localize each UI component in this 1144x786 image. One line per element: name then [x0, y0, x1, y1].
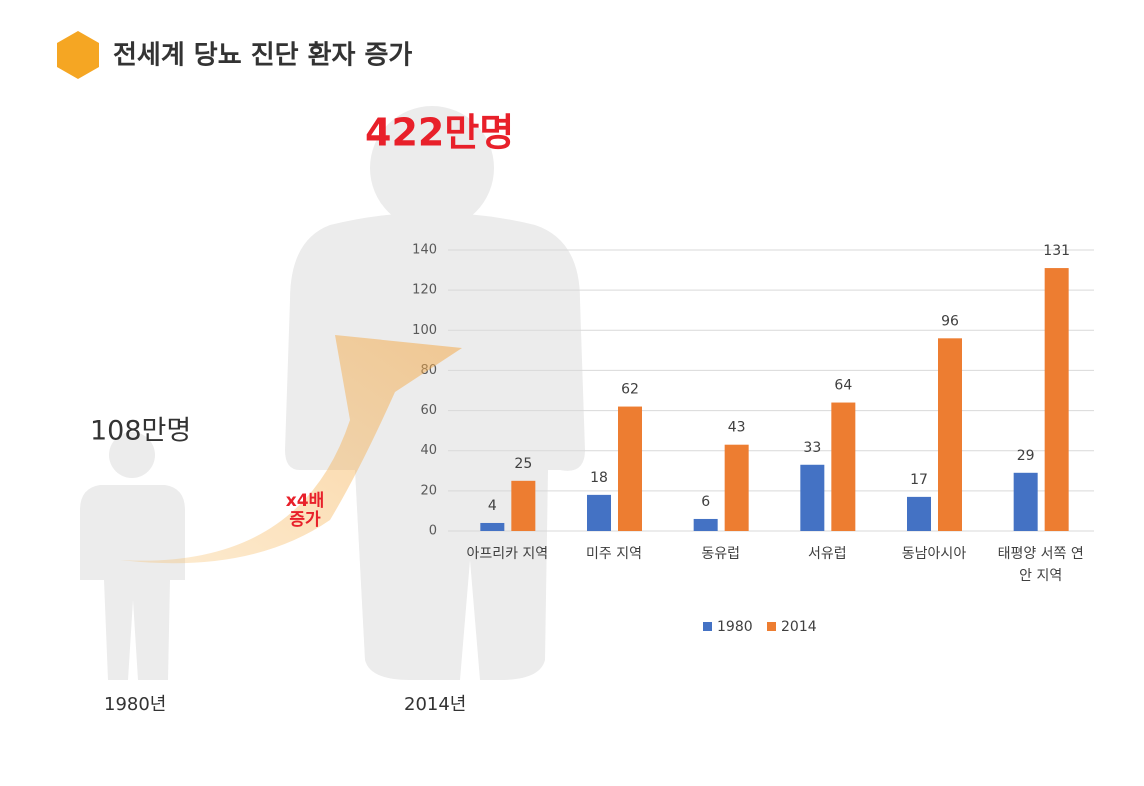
value-label: 96	[941, 313, 959, 329]
y-tick-label: 120	[412, 283, 437, 298]
value-label: 25	[514, 456, 532, 472]
bar	[907, 496, 931, 531]
value-label: 131	[1043, 243, 1070, 259]
value-label: 6	[701, 494, 710, 510]
value-label: 18	[590, 470, 608, 486]
bar	[938, 338, 962, 531]
y-tick-label: 100	[412, 323, 437, 338]
bar	[693, 518, 718, 531]
bar	[1013, 472, 1038, 531]
x-tick-label: 동유럽	[701, 546, 740, 562]
x-tick-label: 태평양 서쪽 연안 지역	[997, 546, 1084, 584]
bar	[480, 522, 505, 531]
growth-label: x4배 증가	[285, 491, 325, 530]
bar	[511, 480, 536, 531]
x-tick-label: 아프리카 지역	[466, 546, 549, 562]
y-tick-label: 0	[429, 524, 437, 539]
y-tick-label: 20	[420, 483, 437, 498]
value-label: 64	[834, 378, 852, 394]
bar	[618, 406, 642, 531]
bar	[724, 444, 749, 531]
year-label: 2014년	[404, 694, 466, 715]
value-label: 33	[803, 440, 821, 456]
bar	[800, 464, 825, 531]
bar	[831, 402, 856, 531]
y-tick-label: 140	[412, 243, 437, 258]
value-label: 43	[728, 420, 746, 436]
x-tick-label: 동남아시아	[901, 546, 967, 562]
x-tick-label: 서유럽	[808, 546, 847, 562]
legend-swatch	[703, 622, 712, 631]
title: 전세계 당뇨 진단 환자 증가	[113, 41, 412, 71]
value-label: 4	[488, 498, 497, 514]
legend-label: 1980	[717, 619, 753, 635]
legend-label: 2014	[781, 619, 817, 635]
bar	[587, 494, 611, 531]
value-label: 29	[1017, 448, 1035, 464]
bar	[1044, 268, 1069, 531]
value-label: 17	[910, 472, 928, 488]
y-tick-label: 40	[420, 443, 437, 458]
total-2014: 422만명	[365, 111, 514, 155]
y-tick-label: 80	[420, 363, 437, 378]
y-tick-label: 60	[420, 403, 437, 418]
year-label: 1980년	[104, 694, 166, 715]
legend-swatch	[767, 622, 776, 631]
title-icon	[57, 31, 99, 79]
x-tick-label: 미주 지역	[586, 546, 642, 562]
value-label: 62	[621, 382, 639, 398]
